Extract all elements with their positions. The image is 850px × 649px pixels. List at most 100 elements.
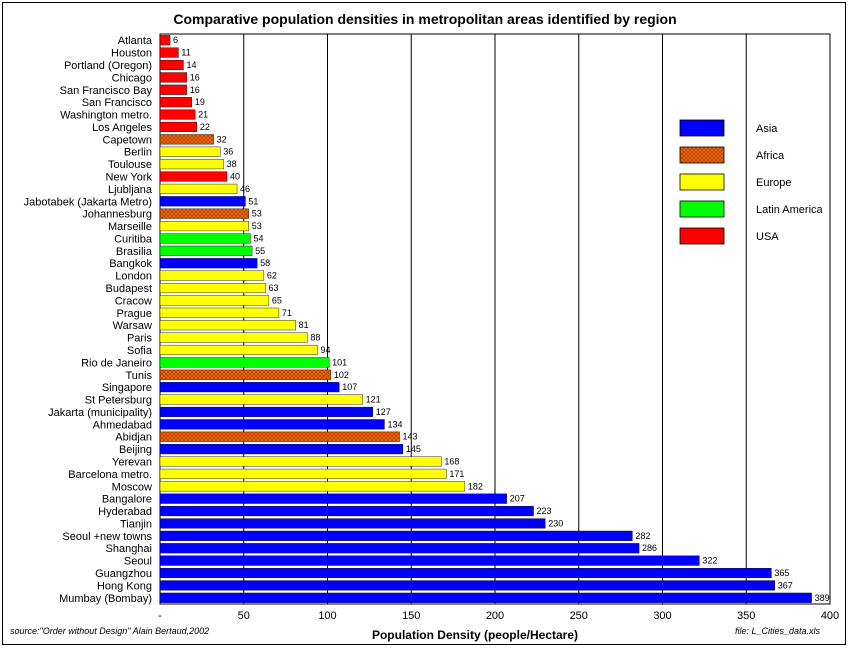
bar [159,47,179,58]
category-label: Ljubljana [108,184,153,196]
x-tick-label: 150 [402,610,420,622]
bar [159,35,171,46]
bar [159,456,442,467]
legend-swatch [679,119,725,137]
category-label: Hong Kong [97,580,152,592]
chart-title: Comparative population densities in metr… [173,11,676,27]
data-label: 53 [252,209,262,219]
category-label: Sofia [127,345,153,357]
category-label: Singapore [102,382,152,394]
data-label: 53 [252,221,262,231]
category-label: Prague [117,308,152,320]
data-label: 127 [376,407,391,417]
category-label: Barcelona metro. [68,469,152,481]
data-label: 40 [230,172,240,182]
data-label: 38 [227,159,237,169]
category-label: Brasilia [116,246,153,258]
bar [159,320,296,331]
bar [159,382,340,393]
data-label: 81 [299,320,309,330]
category-label: San Francisco [82,97,152,109]
bar [159,221,249,232]
bar [159,592,812,603]
data-label: 322 [702,556,717,566]
bar [159,97,193,108]
bars-group [159,35,812,603]
bar [159,406,373,417]
bar [159,506,534,517]
category-label: Capetown [102,134,152,146]
bar [159,146,221,157]
file-note: file: L_Cities_data.xls [735,626,821,636]
category-label: Curitiba [114,233,153,245]
data-label: 55 [255,246,265,256]
data-label: 367 [778,580,793,590]
category-label: Chicago [112,72,152,84]
data-label: 46 [240,184,250,194]
legend-swatch [679,200,725,218]
category-label: Bangkok [109,258,152,270]
data-label: 102 [334,370,349,380]
bar [159,543,640,554]
data-label: 6 [173,35,178,45]
category-label: Rio de Janeiro [81,357,152,369]
category-label: Los Angeles [92,122,152,134]
legend-swatch [679,146,725,164]
bar [159,121,198,132]
legend-label: USA [756,231,779,243]
category-label: Houston [111,48,152,60]
category-label: Toulouse [108,159,152,171]
legend-label: Latin America [756,204,824,216]
category-label: Beijing [119,444,152,456]
category-label: San Francisco Bay [60,85,153,97]
bar [159,344,318,356]
bar [159,109,196,120]
data-label: 134 [387,419,402,429]
data-label: 121 [366,395,381,405]
x-axis-label: Population Density (people/Hectare) [372,628,578,642]
bar [159,357,330,368]
category-label: Tianjin [120,518,152,530]
bar [159,307,280,318]
bar [159,394,363,405]
data-label: 63 [269,283,279,293]
category-label: Moscow [112,481,152,493]
bar [159,468,447,479]
category-label: Tunis [126,370,153,382]
data-label: 389 [815,593,830,603]
bar [159,481,466,492]
bar [159,245,253,256]
data-label: 51 [248,196,258,206]
bar [159,208,249,219]
data-label: 168 [444,457,459,467]
data-label: 282 [635,531,650,541]
category-label: Washington metro. [60,110,152,122]
data-label: 94 [320,345,330,355]
data-label: 171 [449,469,464,479]
data-label: 16 [190,85,200,95]
category-label: Mumbay (Bombay) [59,593,152,605]
legend-label: Africa [756,150,785,162]
data-label: 107 [342,382,357,392]
category-label: Ahmedabad [93,419,152,431]
data-label: 16 [190,72,200,82]
bar [159,369,332,380]
data-label: 230 [548,518,563,528]
data-label: 32 [217,134,227,144]
category-label: Warsaw [113,320,152,332]
legend-swatch [679,227,725,245]
data-label: 54 [253,233,263,243]
category-label: London [115,271,152,283]
source-note: source:"Order without Design" Alain Bert… [10,626,209,636]
category-label: Bangalore [102,494,152,506]
category-label: Hyderabad [98,506,152,518]
category-label: New York [106,172,153,184]
category-label: Cracow [115,295,152,307]
category-label: Yerevan [112,457,152,469]
bar [159,493,507,504]
category-label: Seoul [124,556,152,568]
data-label: 11 [181,48,190,58]
